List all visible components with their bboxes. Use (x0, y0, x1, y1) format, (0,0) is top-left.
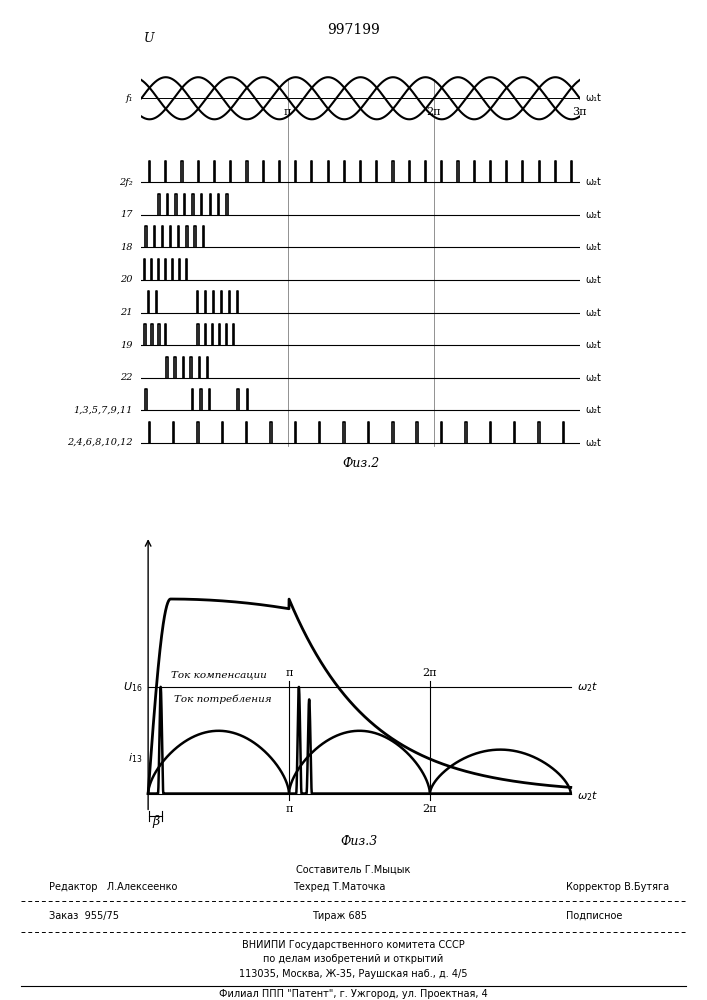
Text: Ток потребления: Ток потребления (174, 695, 271, 704)
Text: ω₂t: ω₂t (585, 242, 601, 252)
Text: 22: 22 (120, 373, 133, 382)
Text: ω₂t: ω₂t (585, 340, 601, 350)
Text: $ω_2t$: $ω_2t$ (578, 680, 599, 694)
Text: 20: 20 (120, 275, 133, 284)
Text: ω₂t: ω₂t (585, 177, 601, 187)
Text: π: π (286, 804, 293, 814)
Text: $i_{13}$: $i_{13}$ (128, 751, 142, 765)
Text: Физ.2: Физ.2 (342, 457, 379, 470)
Text: ВНИИПИ Государственного комитета СССР: ВНИИПИ Государственного комитета СССР (242, 940, 465, 950)
Text: Корректор В.Бутяга: Корректор В.Бутяга (566, 882, 669, 892)
Text: 3π: 3π (573, 107, 587, 117)
Text: U: U (144, 32, 154, 45)
Text: 19: 19 (120, 341, 133, 350)
Text: ω₂t: ω₂t (585, 210, 601, 220)
Text: 2π: 2π (423, 668, 437, 678)
Text: f₁: f₁ (126, 94, 133, 103)
Text: 17: 17 (120, 210, 133, 219)
Text: Филиал ППП "Патент", г. Ужгород, ул. Проектная, 4: Филиал ППП "Патент", г. Ужгород, ул. Про… (219, 989, 488, 999)
Text: β: β (153, 815, 160, 828)
Text: $U_{16}$: $U_{16}$ (123, 680, 142, 694)
Text: 2π: 2π (426, 107, 441, 117)
Text: 21: 21 (120, 308, 133, 317)
Text: ω₁t: ω₁t (585, 93, 601, 103)
Text: Физ.3: Физ.3 (341, 835, 378, 848)
Text: Редактор   Л.Алексеенко: Редактор Л.Алексеенко (49, 882, 178, 892)
Text: π: π (284, 107, 291, 117)
Text: 2f₂: 2f₂ (119, 178, 133, 187)
Text: Ток компенсации: Ток компенсации (170, 670, 267, 679)
Text: 2π: 2π (423, 804, 437, 814)
Text: Заказ  955/75: Заказ 955/75 (49, 911, 119, 921)
Text: 1,3,5,7,9,11: 1,3,5,7,9,11 (74, 406, 133, 415)
Text: ω₂t: ω₂t (585, 275, 601, 285)
Text: Подписное: Подписное (566, 911, 622, 921)
Text: Тираж 685: Тираж 685 (312, 911, 367, 921)
Text: по делам изобретений и открытий: по делам изобретений и открытий (264, 954, 443, 964)
Text: ω₂t: ω₂t (585, 405, 601, 415)
Text: π: π (286, 668, 293, 678)
Text: ω₂t: ω₂t (585, 373, 601, 383)
Text: ω₂t: ω₂t (585, 308, 601, 318)
Text: Составитель Г.Мыцык: Составитель Г.Мыцык (296, 864, 411, 874)
Text: 18: 18 (120, 243, 133, 252)
Text: ω₂t: ω₂t (585, 438, 601, 448)
Text: 2,4,6,8,10,12: 2,4,6,8,10,12 (67, 438, 133, 447)
Text: $ω_2t$: $ω_2t$ (578, 789, 599, 803)
Text: 113035, Москва, Ж-35, Раушская наб., д. 4/5: 113035, Москва, Ж-35, Раушская наб., д. … (239, 969, 468, 979)
Text: Техред Т.Маточка: Техред Т.Маточка (293, 882, 385, 892)
Text: 997199: 997199 (327, 23, 380, 37)
